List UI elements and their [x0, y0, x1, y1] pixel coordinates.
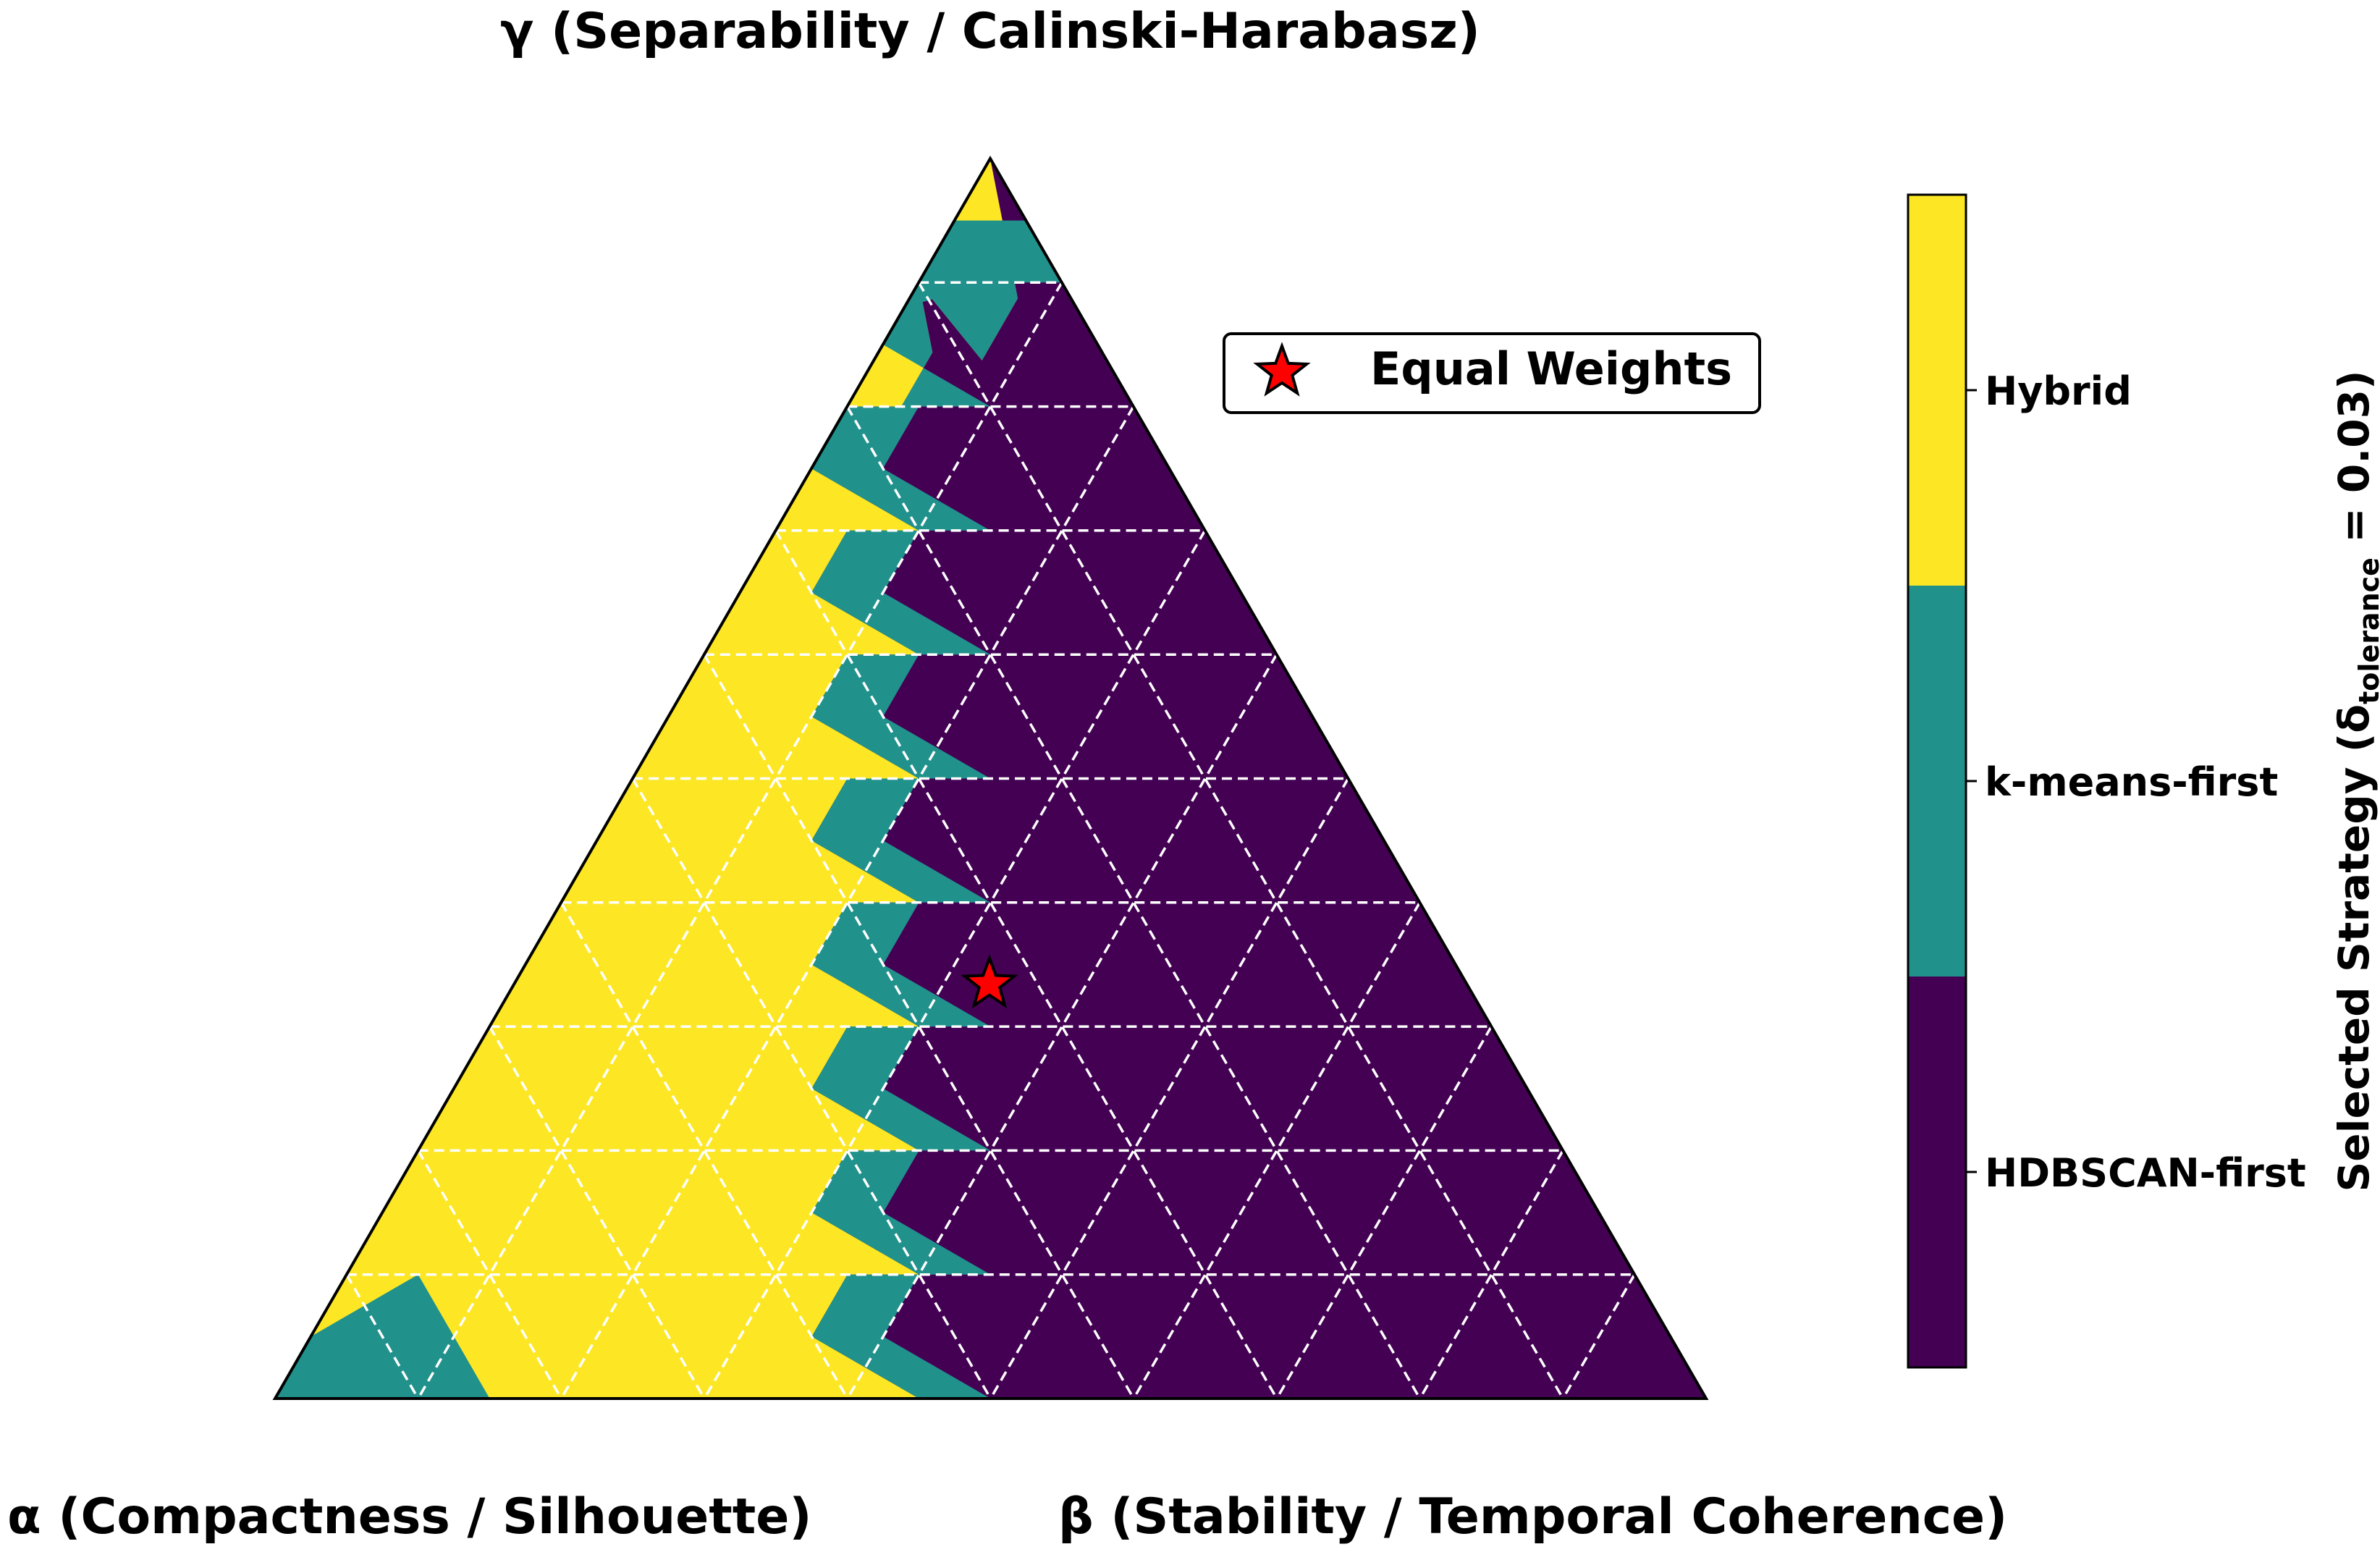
colorbar-title-main: Selected Strategy (δ: [2329, 704, 2379, 1192]
grid-line: [417, 282, 1063, 1399]
legend-box: [1223, 332, 1761, 414]
colorbar-k-means-first: [1908, 586, 1966, 977]
left-axis-label: α (Compactness / Silhouette): [7, 1488, 811, 1545]
colorbar: Hybrid k-means-first HDBSCAN-first Selec…: [1907, 193, 2380, 1369]
colorbar-hdbscan-first: [1908, 977, 1966, 1367]
grid-line: [345, 1273, 420, 1399]
grid-line: [703, 530, 1207, 1399]
region-k-means-first-top: [904, 220, 1062, 308]
legend: Equal Weights: [1223, 332, 1761, 414]
legend-label: Equal Weights: [1370, 342, 1732, 395]
legend-star-icon: [1253, 342, 1311, 397]
top-axis-label: γ (Separability / Calinski-Harabasz): [500, 3, 1480, 60]
grid-line: [989, 777, 1350, 1399]
colorbar-tick-label-hybrid: Hybrid: [1985, 368, 2132, 414]
triangle-outline: [272, 155, 1709, 1400]
region-hybrid: [275, 159, 1018, 1399]
grid-line: [775, 530, 1278, 1399]
dashed-grid: [345, 281, 1636, 1399]
right-axis-label: β (Stability / Temporal Coherence): [1058, 1488, 2007, 1545]
grid-line: [1275, 1026, 1493, 1399]
colorbar-title-sub: tolerance: [2353, 557, 2380, 704]
grid-line: [631, 777, 992, 1399]
grid-line: [1561, 1273, 1636, 1399]
region-k-means-first-strip: [811, 228, 1018, 1399]
equal-weights-marker: [961, 953, 1018, 1009]
grid-line: [488, 1026, 706, 1399]
colorbar-tick-label-k-means-first: k-means-first: [1985, 759, 2278, 805]
colorbar-title-tail: = 0.03): [2329, 370, 2379, 557]
colorbar-title: Selected Strategy (δtolerance = 0.03): [2329, 370, 2380, 1192]
colorbar-tick-label-hdbscan-first: HDBSCAN-first: [1985, 1150, 2306, 1196]
grid-line: [917, 282, 1564, 1399]
colorbar-hybrid: [1908, 195, 1966, 586]
